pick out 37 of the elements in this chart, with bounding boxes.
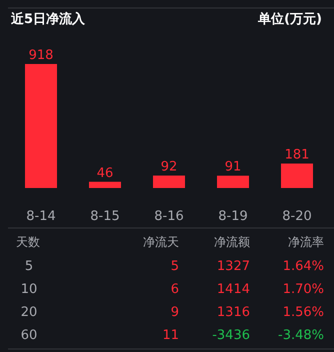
text: -3436 <box>212 328 250 343</box>
text: 1414 <box>216 282 250 297</box>
text: 10 <box>20 282 38 297</box>
text: 1.70% <box>282 282 324 297</box>
text: 5 <box>24 259 34 274</box>
text: 单位(万元) <box>257 11 322 27</box>
category-label: 净流额 <box>214 235 250 249</box>
text: -3.48% <box>278 328 324 343</box>
category-label: 净流天 <box>143 235 179 249</box>
text: 1327 <box>216 259 250 274</box>
text: 11 <box>162 328 179 343</box>
text: 6 <box>170 282 179 297</box>
category-label: 天数 <box>16 235 40 249</box>
x-tick-label: 8-14 <box>26 209 56 224</box>
text: 9 <box>170 305 179 320</box>
x-tick-label: 8-20 <box>282 209 312 224</box>
data-label: 92 <box>160 160 178 175</box>
bar <box>217 176 249 188</box>
data-label: 181 <box>284 148 310 163</box>
chart-title: 近5日净流入 <box>10 11 86 27</box>
x-tick-label: 8-19 <box>218 209 248 224</box>
data-label: 918 <box>28 48 54 63</box>
category-label: 净流率 <box>288 235 324 249</box>
bar <box>153 176 185 188</box>
text: 1.56% <box>282 305 324 320</box>
text: 20 <box>20 305 38 320</box>
x-tick-label: 8-16 <box>154 209 184 224</box>
x-tick-label: 8-15 <box>90 209 120 224</box>
text: 1.64% <box>282 259 324 274</box>
data-label: 91 <box>224 160 242 175</box>
text: 60 <box>20 328 38 343</box>
text: 1316 <box>216 305 250 320</box>
bar <box>25 64 57 188</box>
bar <box>281 164 313 188</box>
text: 5 <box>170 259 179 274</box>
data-label: 46 <box>96 166 114 181</box>
bar <box>89 182 121 188</box>
